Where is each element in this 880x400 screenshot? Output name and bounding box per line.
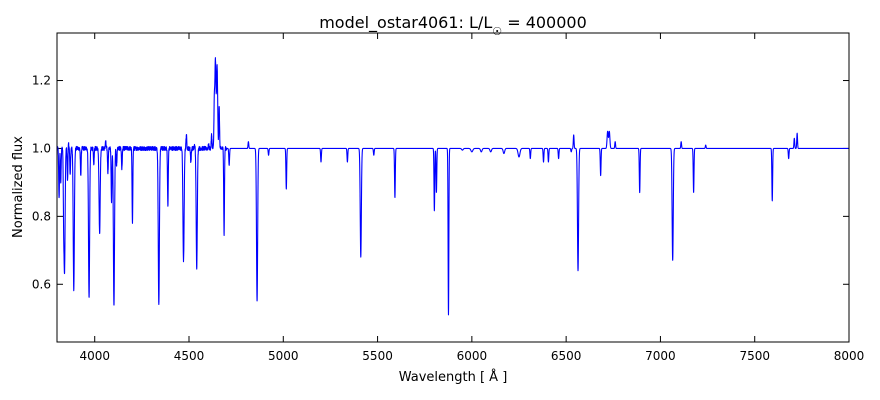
chart-title-tail: = 400000: [502, 13, 587, 32]
x-tick-label: 5500: [362, 349, 393, 363]
chart-title-sub: ☉: [492, 25, 502, 38]
x-tick-label: 4500: [174, 349, 205, 363]
x-tick-label: 7500: [739, 349, 770, 363]
y-tick-label: 0.6: [32, 277, 51, 291]
y-tick-label: 1.0: [32, 141, 51, 155]
x-tick-label: 6500: [551, 349, 582, 363]
spectrum-series-line: [57, 57, 849, 316]
x-tick-label: 6000: [457, 349, 488, 363]
plot-area: [57, 57, 849, 316]
y-tick-labels: 0.6 0.8 1.0 1.2: [32, 74, 51, 292]
x-axis-label: Wavelength [ Å ]: [399, 369, 508, 385]
x-tick-labels: 4000 4500 5000 5500 6000 6500 7000 7500 8000: [79, 349, 864, 363]
x-tick-label: 8000: [834, 349, 865, 363]
y-tick-label: 0.8: [32, 209, 51, 223]
x-tick-label: 5000: [268, 349, 299, 363]
chart-title: model_ostar4061: L/L☉ = 400000: [319, 13, 587, 38]
chart-title-main: model_ostar4061: L/L: [319, 13, 492, 33]
ticks-layer: [57, 33, 850, 342]
y-axis-label: Normalized flux: [11, 136, 26, 238]
y-tick-label: 1.2: [32, 74, 51, 88]
x-tick-label: 4000: [79, 349, 110, 363]
plot-frame: [56, 32, 850, 343]
x-tick-label: 7000: [645, 349, 676, 363]
